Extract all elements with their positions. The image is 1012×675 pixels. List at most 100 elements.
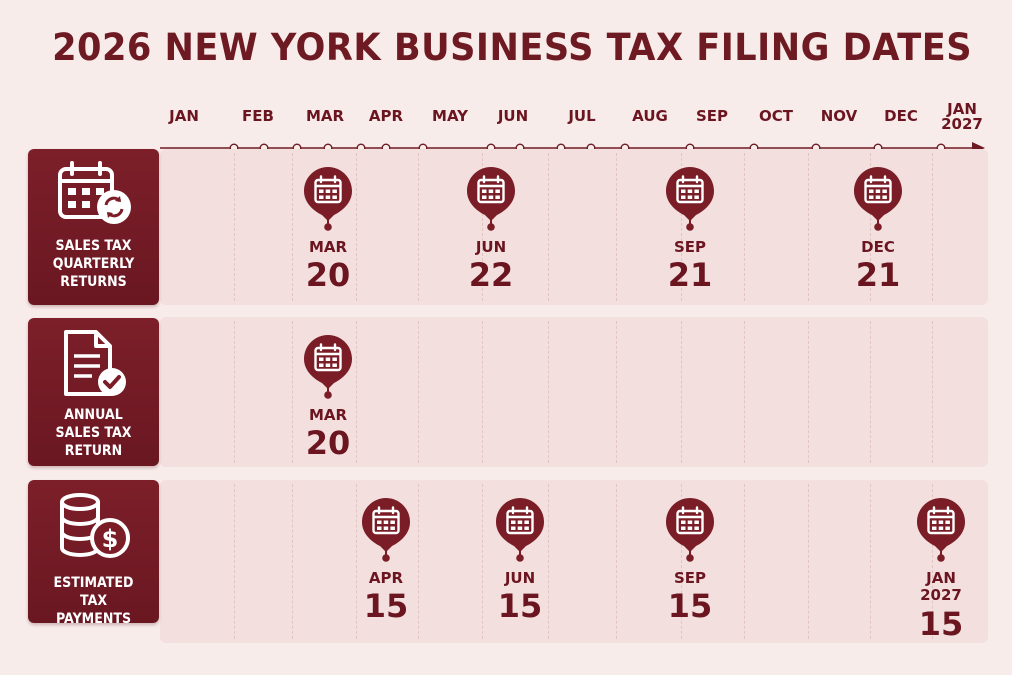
calendar-pin-icon <box>494 496 546 562</box>
calendar-pin-icon <box>915 496 967 562</box>
calendar-pin-icon <box>852 165 904 231</box>
month-label: FEB <box>242 107 274 125</box>
calendar-pin-icon <box>302 165 354 231</box>
calendar-pin-icon <box>465 165 517 231</box>
calendar-pin-icon <box>302 333 354 399</box>
month-label: JUN <box>497 107 529 125</box>
svg-text:$: $ <box>102 525 119 553</box>
deadline-month: SEP <box>673 569 707 587</box>
month-divider <box>681 153 682 301</box>
deadline-day: 15 <box>497 587 543 625</box>
month-divider <box>932 321 933 463</box>
month-divider <box>356 153 357 301</box>
calendar-pin-icon <box>664 496 716 562</box>
row-label: ESTIMATED TAX PAYMENTS <box>53 575 134 627</box>
month-divider <box>870 484 871 639</box>
deadline-marker: MAR 20 <box>298 165 358 305</box>
calendar-refresh-icon <box>56 161 136 229</box>
timeline-axis <box>160 142 985 154</box>
month-divider <box>616 484 617 639</box>
deadline-marker: JAN 2027 15 <box>911 496 971 640</box>
month-divider <box>808 153 809 301</box>
month-divider <box>292 153 293 301</box>
calendar-pin-icon <box>664 165 716 231</box>
deadline-marker: DEC 21 <box>848 165 908 305</box>
deadline-day: 15 <box>667 587 713 625</box>
month-divider <box>808 321 809 463</box>
document-check-icon <box>56 330 136 398</box>
month-divider <box>482 153 483 301</box>
deadline-marker: SEP 15 <box>660 496 720 636</box>
month-divider <box>234 484 235 639</box>
deadline-marker: MAR 20 <box>298 333 358 473</box>
month-divider <box>932 153 933 301</box>
deadline-marker: JUN 22 <box>461 165 521 305</box>
row-band <box>160 149 988 305</box>
month-divider <box>356 321 357 463</box>
deadline-marker: SEP 21 <box>660 165 720 305</box>
month-label: DEC <box>884 107 918 125</box>
month-divider <box>548 153 549 301</box>
deadline-month: MAR <box>308 238 348 256</box>
month-divider <box>681 321 682 463</box>
month-divider <box>870 321 871 463</box>
row-label-card: ANNUAL SALES TAX RETURN <box>28 318 159 466</box>
deadline-marker: JUN 15 <box>490 496 550 636</box>
month-divider <box>418 484 419 639</box>
month-divider <box>681 484 682 639</box>
month-divider <box>616 153 617 301</box>
month-divider <box>870 153 871 301</box>
month-label: JAN 2027 <box>941 100 983 133</box>
month-label: MAY <box>432 107 468 125</box>
row-label-card: $ ESTIMATED TAX PAYMENTS <box>28 480 159 627</box>
deadline-month: JUN <box>475 238 507 256</box>
month-label: MAR <box>305 107 345 125</box>
month-label: AUG <box>632 107 668 125</box>
deadline-month: JAN 2027 <box>920 569 962 604</box>
deadline-day: 21 <box>667 256 713 294</box>
month-divider <box>548 321 549 463</box>
row-label-card: SALES TAX QUARTERLY RETURNS <box>28 149 159 305</box>
month-divider <box>932 484 933 639</box>
month-label: APR <box>368 107 404 125</box>
deadline-day: 22 <box>468 256 514 294</box>
deadline-month: JUN <box>504 569 536 587</box>
deadline-day: 20 <box>305 256 351 294</box>
month-label: JUL <box>568 107 596 125</box>
row-band <box>160 480 988 643</box>
month-label: JAN <box>169 107 199 125</box>
coins-dollar-icon: $ <box>56 492 136 560</box>
month-divider <box>808 484 809 639</box>
row-band <box>160 317 988 467</box>
deadline-month: APR <box>368 569 404 587</box>
month-divider <box>356 484 357 639</box>
month-divider <box>292 321 293 463</box>
deadline-month: SEP <box>673 238 707 256</box>
month-label: OCT <box>759 107 793 125</box>
row-label: SALES TAX QUARTERLY RETURNS <box>52 238 135 290</box>
month-divider <box>234 321 235 463</box>
month-divider <box>482 484 483 639</box>
deadline-day: 21 <box>855 256 901 294</box>
deadline-month: MAR <box>308 406 348 424</box>
month-label: SEP <box>695 107 729 125</box>
deadline-day: 15 <box>363 587 409 625</box>
deadline-day: 20 <box>305 424 351 462</box>
month-divider <box>616 321 617 463</box>
deadline-month: DEC <box>861 238 895 256</box>
month-divider <box>482 321 483 463</box>
month-divider <box>418 321 419 463</box>
month-divider <box>292 484 293 639</box>
month-divider <box>418 153 419 301</box>
deadline-day: 15 <box>918 605 964 643</box>
month-divider <box>744 153 745 301</box>
month-label: NOV <box>820 107 858 125</box>
month-labels: JAN FEB MAR APR MAY JUN JUL AUG SEP OCT NOV DEC JAN 2… <box>0 0 1012 140</box>
month-divider <box>234 153 235 301</box>
month-divider <box>744 484 745 639</box>
calendar-pin-icon <box>360 496 412 562</box>
month-divider <box>744 321 745 463</box>
page-title: 2026 NEW YORK BUSINESS TAX FILING DATES <box>52 26 972 69</box>
month-divider <box>548 484 549 639</box>
deadline-marker: APR 15 <box>356 496 416 636</box>
